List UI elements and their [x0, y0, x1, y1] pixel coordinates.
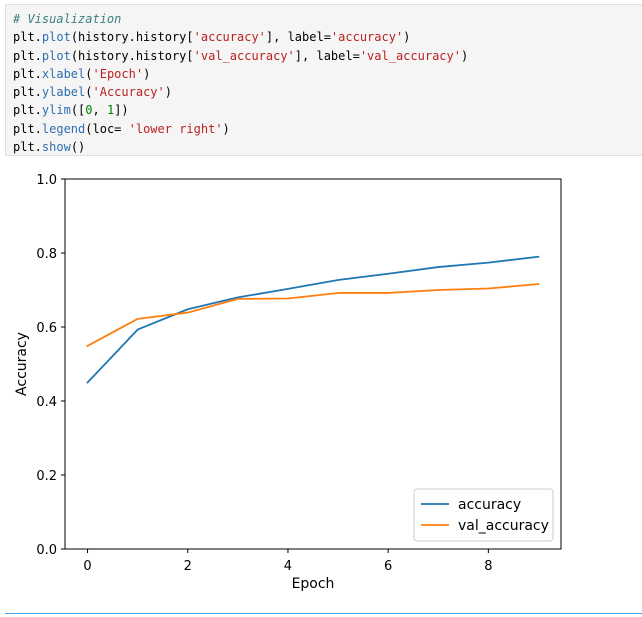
- code-token: ], label=: [265, 30, 331, 45]
- code-token: 'accuracy': [193, 30, 266, 45]
- code-token: ): [403, 30, 411, 45]
- code-token: (): [70, 140, 86, 155]
- y-tick-label: 0.2: [36, 469, 57, 484]
- axes-frame: [64, 178, 562, 550]
- code-token: (: [85, 85, 93, 100]
- y-tick-label: 1.0: [36, 173, 57, 188]
- code-token: (loc=: [85, 121, 129, 136]
- code-token: 'val_accuracy': [359, 48, 461, 63]
- code-token: show: [41, 140, 71, 155]
- code-token: plot: [41, 48, 71, 63]
- x-tick-label: 0: [83, 559, 91, 574]
- y-tick-label: 0.0: [36, 543, 57, 558]
- code-token: 'val_accuracy': [193, 48, 295, 63]
- code-token: ylim: [41, 103, 71, 118]
- code-token: ,: [92, 103, 107, 118]
- code-token: 'Accuracy': [92, 85, 165, 100]
- code-line: plt.legend(loc= 'lower right'): [13, 120, 642, 138]
- code-token: plt.: [13, 30, 42, 45]
- next-cell-divider: [5, 613, 642, 614]
- code-token: ): [222, 121, 230, 136]
- x-tick-label: 4: [284, 559, 292, 574]
- code-token: ): [143, 66, 151, 81]
- code-token: xlabel: [41, 66, 86, 81]
- x-axis-label: Epoch: [292, 576, 335, 592]
- code-token: 'Epoch': [92, 66, 144, 81]
- plot-area: 0.0 0.2 0.4 0.6 0.8 1.0 0 2 4 6 8: [36, 173, 562, 574]
- code-token: ): [460, 48, 469, 63]
- x-tick-label: 6: [384, 559, 392, 574]
- code-line: plt.show(): [13, 138, 642, 156]
- legend-label: accuracy: [458, 497, 521, 513]
- code-token: (history.history[: [70, 30, 194, 45]
- code-token: plt.: [13, 48, 42, 63]
- code-token: (: [85, 66, 93, 81]
- legend-box: [413, 488, 554, 542]
- code-token: 1: [106, 103, 115, 118]
- code-token: ): [164, 85, 172, 100]
- y-tick-label: 0.4: [36, 395, 57, 410]
- code-line: plt.ylim([0, 1]): [13, 101, 642, 119]
- code-token: plt.: [13, 140, 42, 155]
- legend-label: val_accuracy: [458, 518, 549, 534]
- x-tick-label: 2: [184, 559, 192, 574]
- legend: accuracy val_accuracy: [413, 488, 554, 542]
- code-token: 0: [85, 103, 93, 118]
- code-token: (history.history[: [70, 48, 194, 63]
- code-token: plt.: [13, 121, 42, 136]
- code-token: plt.: [13, 103, 42, 118]
- series-line-accuracy: [86, 255, 540, 384]
- code-token: plot: [41, 30, 71, 45]
- x-tick-label: 8: [484, 559, 492, 574]
- code-token: legend: [41, 121, 86, 136]
- code-token: ], label=: [294, 48, 360, 63]
- y-axis-label: Accuracy: [14, 332, 30, 396]
- series-line-val-accuracy: [86, 283, 540, 348]
- code-token: plt.: [13, 85, 42, 100]
- y-tick-label: 0.8: [36, 247, 57, 262]
- code-token: plt.: [13, 66, 42, 81]
- code-token: # Visualization: [13, 12, 122, 26]
- code-token: ([: [70, 103, 86, 118]
- code-line: plt.xlabel('Epoch'): [13, 65, 642, 83]
- code-line: plt.plot(history.history['val_accuracy']…: [13, 47, 642, 65]
- code-token: 'lower right': [128, 121, 223, 136]
- code-line: plt.ylabel('Accuracy'): [13, 83, 642, 101]
- code-line: plt.plot(history.history['accuracy'], la…: [13, 28, 642, 46]
- code-line: # Visualization: [13, 10, 642, 28]
- code-token: ylabel: [41, 85, 86, 100]
- y-tick-label: 0.6: [36, 321, 57, 336]
- code-token: ]): [114, 103, 129, 118]
- code-token: 'accuracy': [330, 30, 404, 45]
- code-editor[interactable]: # Visualization plt.plot(history.history[…: [6, 5, 642, 156]
- code-cell[interactable]: # Visualization plt.plot(history.history[…: [5, 4, 642, 156]
